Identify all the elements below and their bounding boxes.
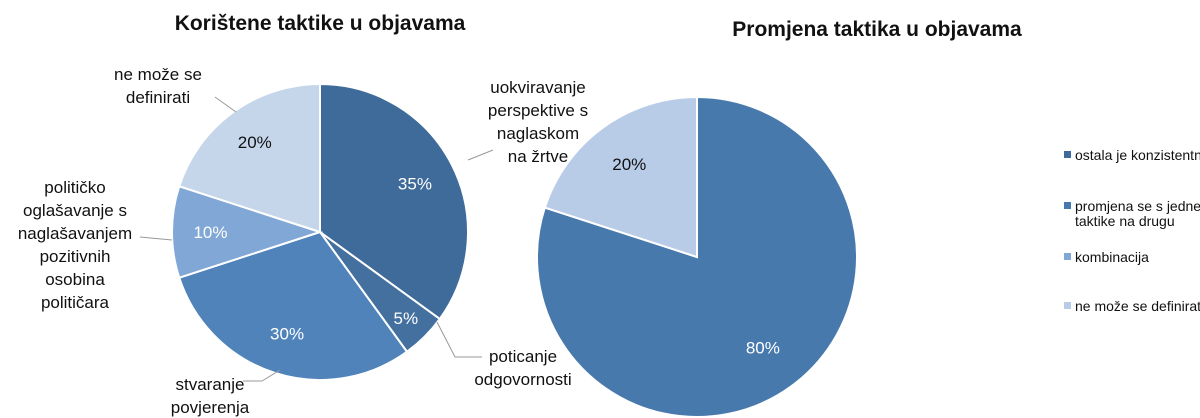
legend-label: ne može se definirati [1075,298,1200,314]
leader-line [243,369,281,382]
data-label: 10% [193,223,227,242]
legend-swatch [1064,202,1071,209]
chart-title: Promjena taktika u objavama [732,18,1022,41]
chart-title: Korištene taktike u objavama [175,12,466,35]
data-label: 5% [394,309,419,328]
legend-swatch [1064,253,1071,260]
data-label: 80% [746,339,780,358]
pie-slice [319,82,469,321]
data-label: 20% [612,155,646,174]
leader-line [139,236,173,241]
pie-slice [177,82,321,234]
category-label: uokviravanje perspektive s naglaskom na žrt… [488,78,588,166]
leader-line [467,149,494,161]
legend-swatch [1064,302,1071,309]
pie-slice [177,230,409,381]
legend-label: kombinacija [1075,249,1149,265]
legend-label: ostala je konzistentna [1075,147,1200,163]
category-label: poticanje odgovornosti [474,347,571,389]
pie-slice [171,185,324,279]
leader-line [214,96,237,113]
data-label: 35% [398,175,432,194]
legend-label: promjena se s jedne taktike na drugu [1075,198,1200,229]
leader-line [436,321,482,358]
category-label: ne može se definirati [114,65,202,107]
legend-swatch [1064,151,1071,158]
data-label: 30% [270,324,304,343]
category-label: političko oglašavanje s naglašavanjem pozit… [18,178,132,312]
category-label: stvaranje povjerenja [171,375,250,417]
pie-slice [543,95,698,259]
data-label: 20% [238,133,272,152]
